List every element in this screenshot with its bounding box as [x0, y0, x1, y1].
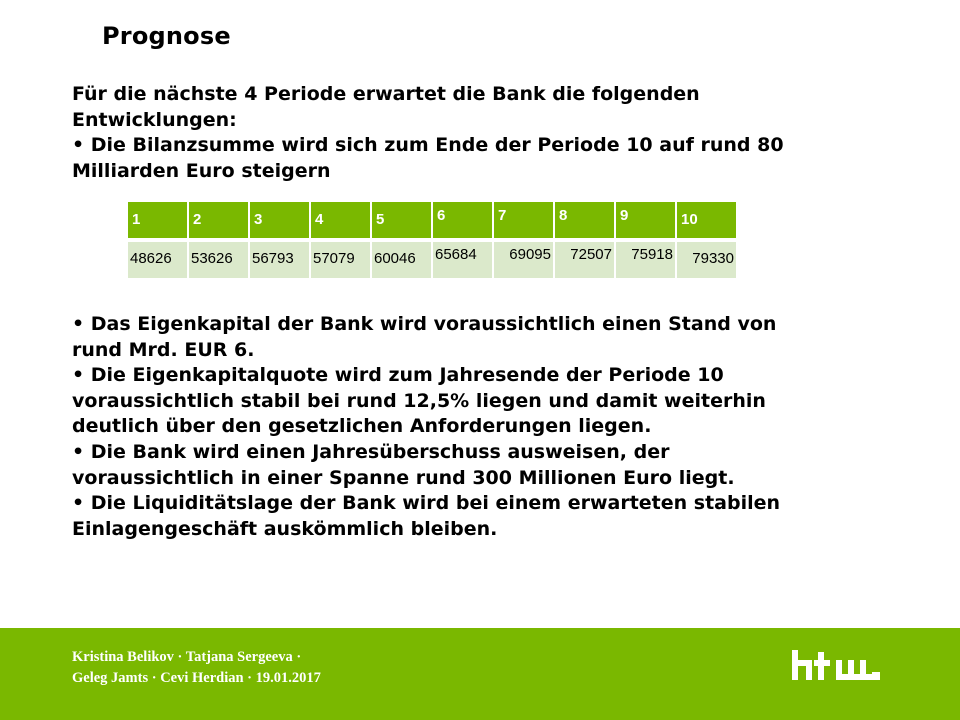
- period-cell: 5: [372, 202, 431, 238]
- bullet-text: • Das Eigenkapital der Bank wird vorauss…: [72, 312, 892, 542]
- bullet-line: • Das Eigenkapital der Bank wird vorauss…: [72, 313, 777, 335]
- bullet-line: voraussichtlich in einer Spanne rund 300…: [72, 466, 735, 489]
- period-cell: 9: [616, 202, 675, 238]
- bullet-line: voraussichtlich stabil bei rund 12,5% li…: [72, 389, 766, 412]
- period-cell: 10: [677, 202, 736, 238]
- intro-line: • Die Bilanzsumme wird sich zum Ende der…: [72, 134, 784, 157]
- bullet-line: • Die Liquiditätslage der Bank wird bei …: [72, 492, 781, 515]
- bullet-line: deutlich über den gesetzlichen Anforderu…: [72, 415, 652, 438]
- bullet-line: • Die Bank wird einen Jahresüberschuss a…: [72, 440, 670, 463]
- footer-bar: Kristina Belikov · Tatjana Sergeeva · Ge…: [0, 628, 960, 720]
- value-cell: 65684: [433, 242, 492, 278]
- footer-authors-line: Geleg Jamts · Cevi Herdian · 19.01.2017: [72, 670, 321, 686]
- period-cell: 6: [433, 202, 492, 238]
- period-cell: 8: [555, 202, 614, 238]
- intro-text: Für die nächste 4 Periode erwartet die B…: [72, 82, 892, 184]
- bullet-line: • Die Eigenkapitalquote wird zum Jahrese…: [72, 364, 724, 387]
- intro-line: Für die nächste 4 Periode erwartet die B…: [72, 83, 700, 105]
- period-cell: 2: [189, 202, 248, 238]
- value-cell: 56793: [250, 242, 309, 278]
- value-cell: 79330: [677, 242, 736, 278]
- period-header-row: 1 2 3 4 5 6 7 8 9 10: [128, 202, 736, 238]
- value-cell: 57079: [311, 242, 370, 278]
- intro-line: Milliarden Euro steigern: [72, 159, 331, 182]
- forecast-table: 1 2 3 4 5 6 7 8 9 10 48626 53626 56793 5…: [126, 202, 738, 278]
- value-cell: 60046: [372, 242, 431, 278]
- value-cell: 72507: [555, 242, 614, 278]
- footer-authors-line: Kristina Belikov · Tatjana Sergeeva ·: [72, 649, 302, 665]
- value-cell: 75918: [616, 242, 675, 278]
- footer-authors: Kristina Belikov · Tatjana Sergeeva · Ge…: [72, 647, 321, 689]
- period-cell: 4: [311, 202, 370, 238]
- value-cell: 69095: [494, 242, 553, 278]
- slide-title: Prognose: [102, 22, 231, 50]
- period-cell: 3: [250, 202, 309, 238]
- bullet-line: Einlagengeschäft auskömmlich bleiben.: [72, 517, 498, 540]
- intro-line: Entwicklungen:: [72, 108, 237, 131]
- period-cell: 7: [494, 202, 553, 238]
- value-row: 48626 53626 56793 57079 60046 65684 6909…: [128, 242, 736, 278]
- bullet-line: rund Mrd. EUR 6.: [72, 338, 255, 361]
- period-cell: 1: [128, 202, 187, 238]
- value-cell: 48626: [128, 242, 187, 278]
- htw-logo-icon: [792, 650, 880, 680]
- value-cell: 53626: [189, 242, 248, 278]
